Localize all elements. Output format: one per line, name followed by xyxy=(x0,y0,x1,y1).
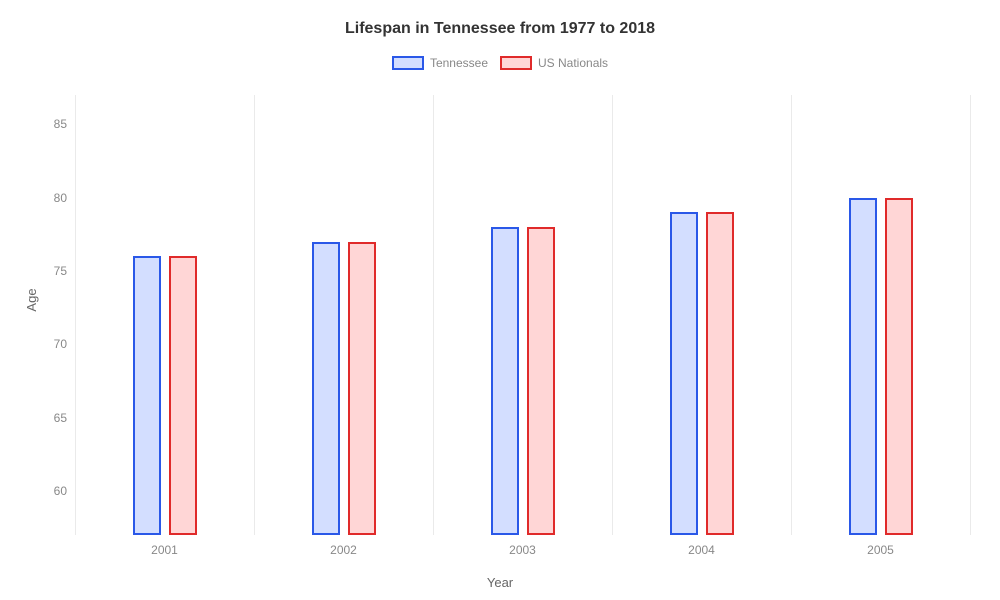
legend-label-tennessee: Tennessee xyxy=(430,56,488,70)
bar xyxy=(706,212,734,535)
bar xyxy=(133,256,161,535)
bar xyxy=(527,227,555,535)
x-tick-label: 2004 xyxy=(688,535,715,557)
x-axis-title: Year xyxy=(487,575,513,590)
plot-area: 60657075808520012002200320042005 xyxy=(75,95,970,535)
y-tick-label: 75 xyxy=(35,264,75,278)
bar xyxy=(849,198,877,535)
x-tick-label: 2003 xyxy=(509,535,536,557)
legend-label-us-nationals: US Nationals xyxy=(538,56,608,70)
chart-container: Lifespan in Tennessee from 1977 to 2018 … xyxy=(0,0,1000,600)
bar xyxy=(312,242,340,535)
x-tick-label: 2005 xyxy=(867,535,894,557)
y-tick-label: 65 xyxy=(35,411,75,425)
gridline-vertical xyxy=(75,95,76,535)
gridline-vertical xyxy=(970,95,971,535)
y-tick-label: 85 xyxy=(35,117,75,131)
y-axis-title: Age xyxy=(24,288,39,311)
legend: Tennessee US Nationals xyxy=(0,56,1000,70)
legend-swatch-tennessee xyxy=(392,56,424,70)
y-tick-label: 70 xyxy=(35,337,75,351)
y-tick-label: 80 xyxy=(35,191,75,205)
bar xyxy=(169,256,197,535)
gridline-vertical xyxy=(791,95,792,535)
chart-title: Lifespan in Tennessee from 1977 to 2018 xyxy=(0,0,1000,38)
bar xyxy=(491,227,519,535)
bar xyxy=(348,242,376,535)
x-tick-label: 2001 xyxy=(151,535,178,557)
x-tick-label: 2002 xyxy=(330,535,357,557)
legend-item-tennessee: Tennessee xyxy=(392,56,488,70)
gridline-vertical xyxy=(433,95,434,535)
bar xyxy=(885,198,913,535)
bar xyxy=(670,212,698,535)
gridline-vertical xyxy=(254,95,255,535)
legend-swatch-us-nationals xyxy=(500,56,532,70)
legend-item-us-nationals: US Nationals xyxy=(500,56,608,70)
y-tick-label: 60 xyxy=(35,484,75,498)
gridline-vertical xyxy=(612,95,613,535)
